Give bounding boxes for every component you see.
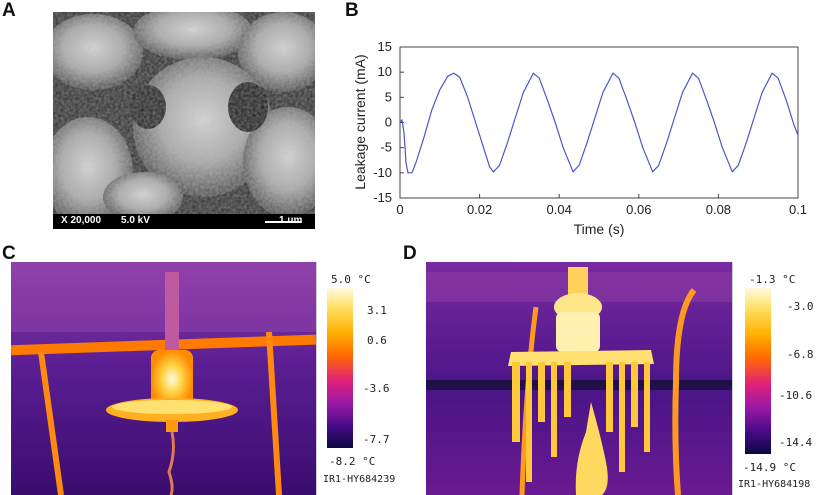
colorbar-c-tick: 3.1 (367, 304, 387, 317)
panel-label-a: A (2, 0, 16, 21)
plot-frame (399, 46, 799, 199)
colorbar-d-max: -1.3 °C (749, 273, 796, 286)
sem-magnification: X 20,000 (61, 215, 102, 226)
y-tick-label: -10 (373, 165, 392, 180)
y-axis-label: Leakage current (mA) (352, 54, 368, 189)
camera-id-d: IR1-HY684198 (738, 479, 811, 490)
x-axis: 0 0.02 0.04 0.06 0.08 0.1 (396, 194, 807, 217)
sem-scale-bar (265, 221, 301, 223)
x-tick-label: 0.06 (626, 202, 651, 217)
colorbar-d-tick: -6.8 (787, 348, 814, 361)
colorbar-d-tick: -3.0 (787, 300, 814, 313)
y-tick-label: 10 (378, 64, 392, 79)
colorbar-d: -1.3 °C -3.0 -6.8 -10.6 -14.4 -14.9 °C I… (732, 262, 823, 495)
colorbar-c-max: 5.0 °C (331, 273, 371, 286)
colorbar-c-tick: 0.6 (367, 334, 387, 347)
thermal-image-c (11, 262, 316, 495)
sem-info-bar: X 20,000 5.0 kV 1 um (53, 214, 315, 229)
sem-micrograph: X 20,000 5.0 kV 1 um (53, 12, 315, 229)
sem-voltage: 5.0 kV (121, 215, 150, 226)
series-line (399, 72, 799, 174)
colorbar-c-tick: -3.6 (363, 382, 390, 395)
colorbar-c-min: -8.2 °C (329, 455, 376, 468)
panel-label-b: B (345, 0, 359, 21)
colorbar-d-min: -14.9 °C (743, 461, 796, 474)
x-axis-label: Time (s) (574, 221, 625, 237)
thermal-image-d (426, 262, 732, 495)
y-tick-label: -15 (373, 190, 392, 205)
y-tick-label: -5 (380, 140, 392, 155)
x-tick-label: 0.02 (467, 202, 492, 217)
y-axis: 15 10 5 0 -5 -10 -15 (373, 39, 404, 205)
thermal-scene-d (426, 262, 732, 495)
y-tick-label: 15 (378, 39, 392, 54)
x-tick-label: 0.1 (789, 202, 807, 217)
x-tick-label: 0.08 (706, 202, 731, 217)
camera-id-c: IR1-HY684239 (323, 474, 396, 485)
y-tick-label: 5 (385, 89, 392, 104)
colorbar-c: 5.0 °C 3.1 0.6 -3.6 -7.7 -8.2 °C IR1-HY6… (316, 262, 403, 495)
colorbar-c-tick: -7.7 (363, 433, 390, 446)
sem-scale-label: 1 um (279, 215, 303, 226)
sem-texture (53, 12, 315, 227)
thermal-scene-c (11, 262, 316, 495)
colorbar-d-tick: -10.6 (779, 389, 813, 402)
colorbar-c-gradient (327, 288, 353, 448)
panel-label-d: D (403, 243, 417, 264)
panel-label-c: C (2, 243, 16, 264)
x-tick-label: 0 (396, 202, 403, 217)
colorbar-d-tick: -14.4 (779, 436, 813, 449)
colorbar-d-gradient (745, 288, 771, 454)
x-tick-label: 0.04 (547, 202, 572, 217)
leakage-current-chart: 0 0.02 0.04 0.06 0.08 0.1 15 10 5 0 -5 -10 -15 Time… (352, 39, 807, 237)
y-tick-label: 0 (385, 115, 392, 130)
